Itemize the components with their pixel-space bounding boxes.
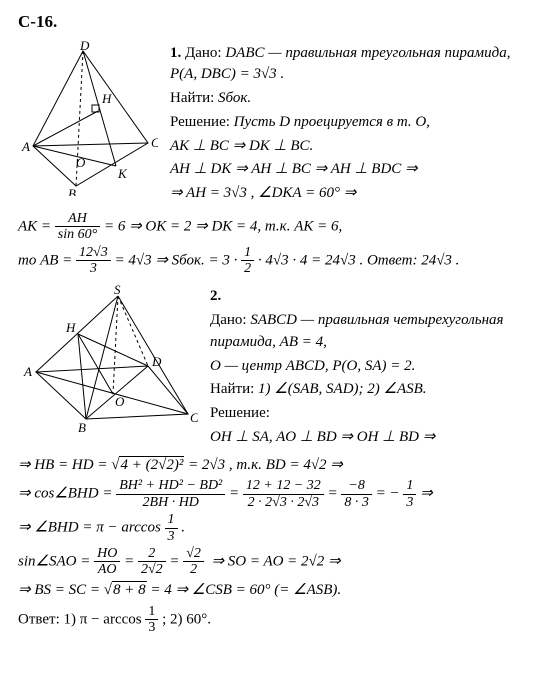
p2-sin-d3: 2	[183, 562, 204, 577]
p1-ab-3: · 4√3 · 4 = 24√3 . Ответ: 24√3 .	[258, 252, 460, 268]
p1-ak-den: sin 60°	[55, 227, 100, 242]
p2-line-cos: ⇒ cos∠BHD = BH² + HD² − BD²2BH · HD = 12…	[18, 478, 532, 510]
fig1-D: D	[79, 41, 90, 53]
p2-line-sin: sin∠SAO = HOAO = 22√2 = √22 ⇒ SO = AO = …	[18, 546, 532, 578]
p2-sin-d2: 2√2	[138, 562, 166, 577]
fig2-O: O	[115, 394, 125, 409]
p1-line-ab: то AB = 12√33 = 4√3 ⇒ Sбок. = 3 · 12 · 4…	[18, 245, 532, 277]
p2-cos-d1: 2BH · HD	[116, 495, 225, 510]
p2-hb-2: = 2√3 , т.к. BD = 4√2 ⇒	[188, 457, 343, 473]
p2-ans-1: Ответ: 1) π − arccos	[18, 611, 142, 627]
p1-sol2: AK ⊥ BC ⇒ DK ⊥ BC.	[170, 136, 532, 158]
p2-eq2: =	[328, 486, 338, 502]
p1-find-label: Найти:	[170, 90, 214, 106]
problem-2: S A B C D H O 2. Дано: SABCD — правильна…	[18, 284, 532, 450]
p2-cos-1: ⇒ cos∠BHD =	[18, 486, 112, 502]
p2-dano-label: Дано:	[210, 312, 247, 328]
p2-sin-1: sin∠SAO =	[18, 553, 90, 569]
fig1-K: K	[117, 166, 128, 181]
p2-line-hb: ⇒ HB = HD = 4 + (2√2)² = 2√3 , т.к. BD =…	[18, 455, 532, 477]
p2-find: 1) ∠(SAB, SAD); 2) ∠ASB.	[258, 381, 427, 397]
p1-half-num: 1	[241, 245, 254, 261]
p2-bhd-dot: .	[181, 520, 185, 536]
fig2-H: H	[65, 320, 76, 335]
p2-find-label: Найти:	[210, 381, 254, 397]
p1-sol-label: Решение:	[170, 114, 230, 130]
p1-ab-den: 3	[76, 261, 111, 276]
p2-sin-n1: HO	[94, 546, 120, 562]
fig2-B: B	[78, 420, 86, 434]
p2-ans-2: ; 2) 60°.	[162, 611, 211, 627]
fig1-C: C	[151, 135, 158, 150]
p2-bs-rad: 8 + 8	[112, 581, 147, 598]
p2-eq3: =	[124, 553, 134, 569]
p2-third-d: 3	[403, 495, 416, 510]
p2-sin-n2: 2	[138, 546, 166, 562]
p2-third-n: 1	[403, 478, 416, 494]
p2-line-bs: ⇒ BS = SC = 8 + 8 = 4 ⇒ ∠CSB = 60° (= ∠A…	[18, 580, 532, 602]
p2-eq4: =	[169, 553, 179, 569]
fig1-A: A	[21, 139, 30, 154]
p2-bhd-n: 1	[165, 512, 178, 528]
section-title: С-16.	[18, 10, 532, 35]
problem-1: D A B C H O K 1. Дано: DABC — правильная…	[18, 41, 532, 207]
p1-sol3: AH ⊥ DK ⇒ AH ⊥ BC ⇒ AH ⊥ BDC ⇒	[170, 159, 532, 181]
p2-sol-label: Решение:	[210, 403, 532, 425]
p2-sin-n3: √2	[183, 546, 204, 562]
p2-cos-n1: BH² + HD² − BD²	[116, 478, 225, 494]
p2-cos-n3: −8	[341, 478, 372, 494]
fig1-O: O	[76, 155, 86, 170]
p2-cos-d2: 2 · 2√3 · 2√3	[243, 495, 324, 510]
problem-1-text: 1. Дано: DABC — правильная треугольная п…	[170, 41, 532, 207]
p2-num: 2.	[210, 288, 221, 304]
problem-2-text: 2. Дано: SABCD — правильная четы­рехугол…	[210, 284, 532, 450]
fig1-B: B	[68, 186, 76, 196]
p1-ak-num: AH	[55, 211, 100, 227]
p2-cos-d3: 8 · 3	[341, 495, 372, 510]
fig2-C: C	[190, 410, 198, 425]
p2-arrow: ⇒	[420, 486, 433, 502]
p1-ak-1: AK =	[18, 218, 51, 234]
p1-ab-2: = 4√3 ⇒ Sбок. = 3 ·	[114, 252, 237, 268]
p2-bhd: ⇒ ∠BHD = π − arccos	[18, 520, 161, 536]
p1-half-den: 2	[241, 261, 254, 276]
fig1-H: H	[101, 91, 112, 106]
p2-dano: SABCD — правильная четы­рехугольная пира…	[210, 312, 504, 350]
p2-ans-n: 1	[145, 604, 158, 620]
p1-line-ak: AK = AHsin 60° = 6 ⇒ OK = 2 ⇒ DK = 4, т.…	[18, 211, 532, 243]
p2-hb-rad: 4 + (2√2)²	[119, 456, 184, 473]
figure-2: S A B C D H O	[18, 284, 198, 434]
p1-ab-num: 12√3	[76, 245, 111, 261]
p1-dano: DABC — правильная треугольная пирамида, …	[170, 45, 510, 83]
p2-cos-res: = −	[376, 486, 400, 502]
p1-find: Sбок.	[218, 90, 251, 106]
p1-ab-1: то AB =	[18, 252, 72, 268]
p2-ans-d: 3	[145, 620, 158, 635]
p2-line-bhd: ⇒ ∠BHD = π − arccos 13 .	[18, 512, 532, 544]
p1-sol1: Пусть D проецируется в т. O,	[234, 114, 430, 130]
fig2-D: D	[151, 354, 162, 369]
p2-dano2: O — центр ABCD, P(O, SA) = 2.	[210, 356, 532, 378]
fig2-S: S	[114, 284, 121, 297]
p2-sol1: OH ⊥ SA, AO ⊥ BD ⇒ OH ⊥ BD ⇒	[210, 427, 532, 449]
p2-sin-d1: AO	[94, 562, 120, 577]
p2-answer: Ответ: 1) π − arccos 13 ; 2) 60°.	[18, 604, 532, 636]
p1-sol4: ⇒ AH = 3√3 , ∠DKA = 60° ⇒	[170, 183, 532, 205]
p2-hb-1: ⇒ HB = HD =	[18, 457, 107, 473]
p1-dano-label: Дано:	[185, 45, 222, 61]
p2-bs-1: ⇒ BS = SC =	[18, 582, 100, 598]
p2-cos-n2: 12 + 12 − 32	[243, 478, 324, 494]
p2-eq1: =	[229, 486, 239, 502]
p1-ak-2: = 6 ⇒ OK = 2 ⇒ DK = 4, т.к. AK = 6,	[104, 218, 342, 234]
p2-sin-2: ⇒ SO = AO = 2√2 ⇒	[211, 553, 340, 569]
p2-bhd-d: 3	[165, 529, 178, 544]
p1-num: 1.	[170, 45, 181, 61]
figure-1: D A B C H O K	[18, 41, 158, 196]
fig2-A: A	[23, 364, 32, 379]
p2-bs-2: = 4 ⇒ ∠CSB = 60° (= ∠ASB).	[150, 582, 341, 598]
